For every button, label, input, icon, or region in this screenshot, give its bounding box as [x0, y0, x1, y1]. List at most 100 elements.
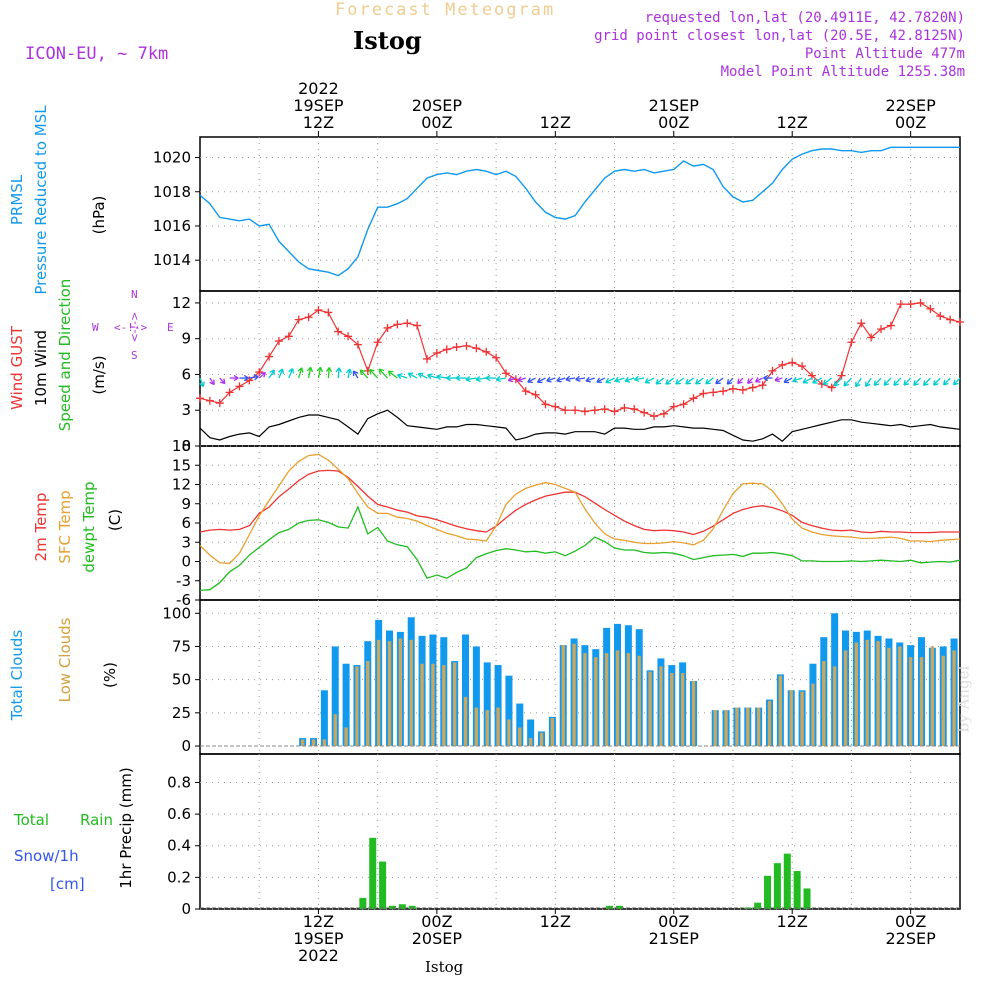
wind-arrow-head: [695, 378, 701, 385]
wind-arrow-head: [269, 369, 275, 376]
wind-arrow-head: [253, 374, 259, 381]
gust-point: [630, 405, 639, 414]
gust-point: [284, 332, 293, 341]
wind-arrow: [783, 377, 793, 384]
gust-point: [610, 407, 619, 416]
wind-arrow-head: [446, 374, 452, 382]
wind-arrow-shaft: [209, 377, 215, 385]
wind-arrow: [922, 377, 931, 386]
low-cloud-bar: [941, 655, 945, 747]
wind-arrow-shaft: [585, 377, 596, 382]
low-cloud-bar: [735, 707, 739, 747]
wind-arrow-head: [705, 378, 711, 385]
gust-point: [877, 325, 886, 334]
wind-arrow-shaft: [288, 368, 294, 379]
low-cloud-bar: [398, 638, 403, 747]
wind-arrow: [288, 368, 295, 379]
rain-bar: [764, 875, 772, 909]
gust-point: [936, 312, 945, 321]
location-title: Istog: [353, 26, 422, 55]
total-cloud-bar: [331, 646, 339, 747]
low-cloud-bar: [355, 666, 359, 747]
gust-point: [324, 308, 333, 317]
gust-point: [689, 394, 698, 403]
low-cloud-bar: [496, 707, 500, 747]
gust-point: [590, 406, 599, 415]
gust-point: [778, 360, 787, 369]
gust-point: [492, 353, 501, 362]
wind-arrow-head: [352, 370, 359, 377]
wind-arrow-head: [655, 379, 662, 385]
wind-arrow-shaft: [792, 377, 803, 382]
low-cloud-bar: [724, 710, 728, 747]
gust-point: [235, 382, 244, 391]
low-cloud-bar: [387, 641, 392, 747]
wind-arrow-shaft: [337, 367, 340, 379]
wind-arrow-head: [369, 368, 375, 375]
wind-arrow-head: [495, 375, 502, 383]
wind-arrow-head: [546, 376, 552, 383]
wind-arrow-head: [565, 375, 571, 382]
gust-point: [274, 337, 283, 346]
gust-point: [304, 313, 313, 322]
wind-arrow-shaft: [596, 377, 605, 383]
precipitation-ytick-label: 0.6: [167, 805, 191, 823]
pressure-label-prmsl: PRMSL: [8, 174, 26, 225]
gust-point: [798, 362, 807, 371]
total-cloud-bar: [320, 690, 328, 747]
wind-arrow-shaft: [873, 377, 882, 386]
t2m-line: [199, 469, 960, 536]
dewpt-line: [199, 505, 961, 592]
precipitation-ytick-label: 0: [181, 900, 191, 918]
wind-arrow-shaft: [352, 370, 359, 379]
precip-label-total: Total: [13, 811, 49, 829]
wind-arrow: [417, 372, 428, 379]
low-cloud-bar: [637, 655, 641, 747]
wind-arrow-shaft: [774, 377, 783, 382]
low-cloud-bar: [583, 653, 587, 747]
gust-point: [452, 343, 461, 352]
low-cloud-bar: [778, 675, 783, 747]
gust-point: [659, 409, 668, 418]
low-cloud-bar: [680, 673, 685, 747]
wind-arrow: [624, 376, 635, 383]
footer-location: Istog: [425, 958, 464, 976]
low-cloud-bar: [887, 647, 891, 747]
wind-arrow: [685, 377, 694, 385]
wind-arrow-head: [243, 374, 249, 382]
wind-arrow-head: [953, 379, 959, 386]
pressure-ytick-label: 1018: [153, 183, 191, 201]
total-cloud-bar: [516, 703, 524, 747]
wind-arrow: [802, 377, 813, 384]
gust-point: [373, 338, 382, 347]
wind-arrow-shaft: [605, 377, 615, 384]
clouds-ytick-label: 25: [172, 704, 191, 722]
wind-arrow-shaft: [644, 377, 655, 384]
wind-arrow: [843, 377, 852, 387]
gust-point: [393, 320, 402, 329]
wind-arrow: [605, 377, 615, 384]
wind-arrow: [665, 377, 675, 385]
low-cloud-bar: [615, 650, 620, 747]
top-time-label: 20SEP: [412, 96, 463, 115]
low-cloud-bar: [539, 732, 544, 747]
top-time-label: 12Z: [303, 113, 334, 132]
wind-arrow: [865, 377, 872, 388]
low-cloud-bar: [854, 642, 859, 747]
wind-arrow-shaft: [517, 377, 526, 382]
wind-arrow: [352, 370, 359, 379]
low-cloud-bar: [474, 707, 479, 747]
rain-bar: [379, 861, 387, 909]
low-cloud-bar: [898, 646, 902, 747]
wind-arrow: [325, 367, 333, 379]
wind-arrow-shaft: [475, 377, 487, 381]
model-label: ICON-EU, ~ 7km: [25, 44, 169, 64]
wind-arrow-head: [233, 374, 239, 382]
gust-point: [472, 344, 481, 353]
gust-point: [640, 408, 649, 417]
gust-point: [521, 387, 530, 396]
wind-arrow: [855, 377, 862, 388]
wind-arrow-shaft: [418, 372, 428, 379]
top-time-label: 19SEP: [293, 96, 344, 115]
wind-arrow: [754, 377, 763, 383]
